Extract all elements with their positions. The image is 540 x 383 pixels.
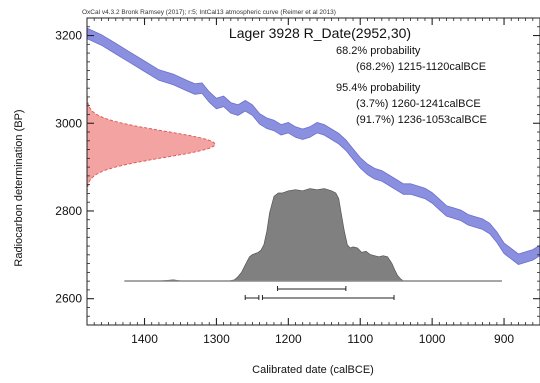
plot-frame bbox=[86, 17, 540, 326]
x-tick-label-900: 900 bbox=[494, 332, 514, 346]
prob-95-heading: 95.4% probability bbox=[336, 82, 421, 94]
y-tick-label-2800: 2800 bbox=[55, 204, 82, 218]
software-header: OxCal v4.3.2 Bronk Ramsey (2017); r:5; I… bbox=[82, 9, 336, 16]
prob-95-range-2: (91.7%) 1236-1053calBCE bbox=[356, 114, 487, 126]
plot-content bbox=[86, 27, 540, 300]
range-95-2 bbox=[261, 295, 395, 300]
prob-95-range-1: (3.7%) 1260-1241calBCE bbox=[356, 98, 481, 110]
x-axis-title: Calibrated date (calBCE) bbox=[252, 364, 374, 376]
posterior-distribution bbox=[124, 188, 502, 282]
x-tick-label-1200: 1200 bbox=[275, 332, 302, 346]
calibration-curve-band bbox=[86, 27, 540, 265]
y-tick-labels: 2600 2800 3000 3200 bbox=[55, 29, 82, 306]
sample-title: Lager 3928 R_Date(2952,30) bbox=[229, 25, 411, 41]
x-tick-label-1100: 1100 bbox=[347, 332, 373, 346]
x-tick-labels: 1400 1300 1200 1100 1000 900 bbox=[131, 332, 514, 346]
prob-68-range-1: (68.2%) 1215-1120calBCE bbox=[356, 61, 486, 73]
probability-text-block: 68.2% probability (68.2%) 1215-1120calBC… bbox=[336, 45, 487, 126]
x-tick-label-1400: 1400 bbox=[131, 332, 158, 346]
range-68-1 bbox=[277, 286, 347, 291]
y-tick-label-3000: 3000 bbox=[55, 116, 82, 130]
radiocarbon-distribution bbox=[86, 91, 216, 197]
axis-ticks bbox=[86, 17, 540, 325]
range-95-1 bbox=[244, 295, 260, 300]
x-tick-label-1300: 1300 bbox=[203, 332, 230, 346]
prob-68-heading: 68.2% probability bbox=[336, 45, 421, 57]
y-tick-label-2600: 2600 bbox=[55, 292, 82, 306]
y-tick-label-3200: 3200 bbox=[55, 29, 82, 43]
x-tick-label-1000: 1000 bbox=[419, 332, 446, 346]
y-axis-title: Radiocarbon determination (BP) bbox=[13, 109, 25, 266]
